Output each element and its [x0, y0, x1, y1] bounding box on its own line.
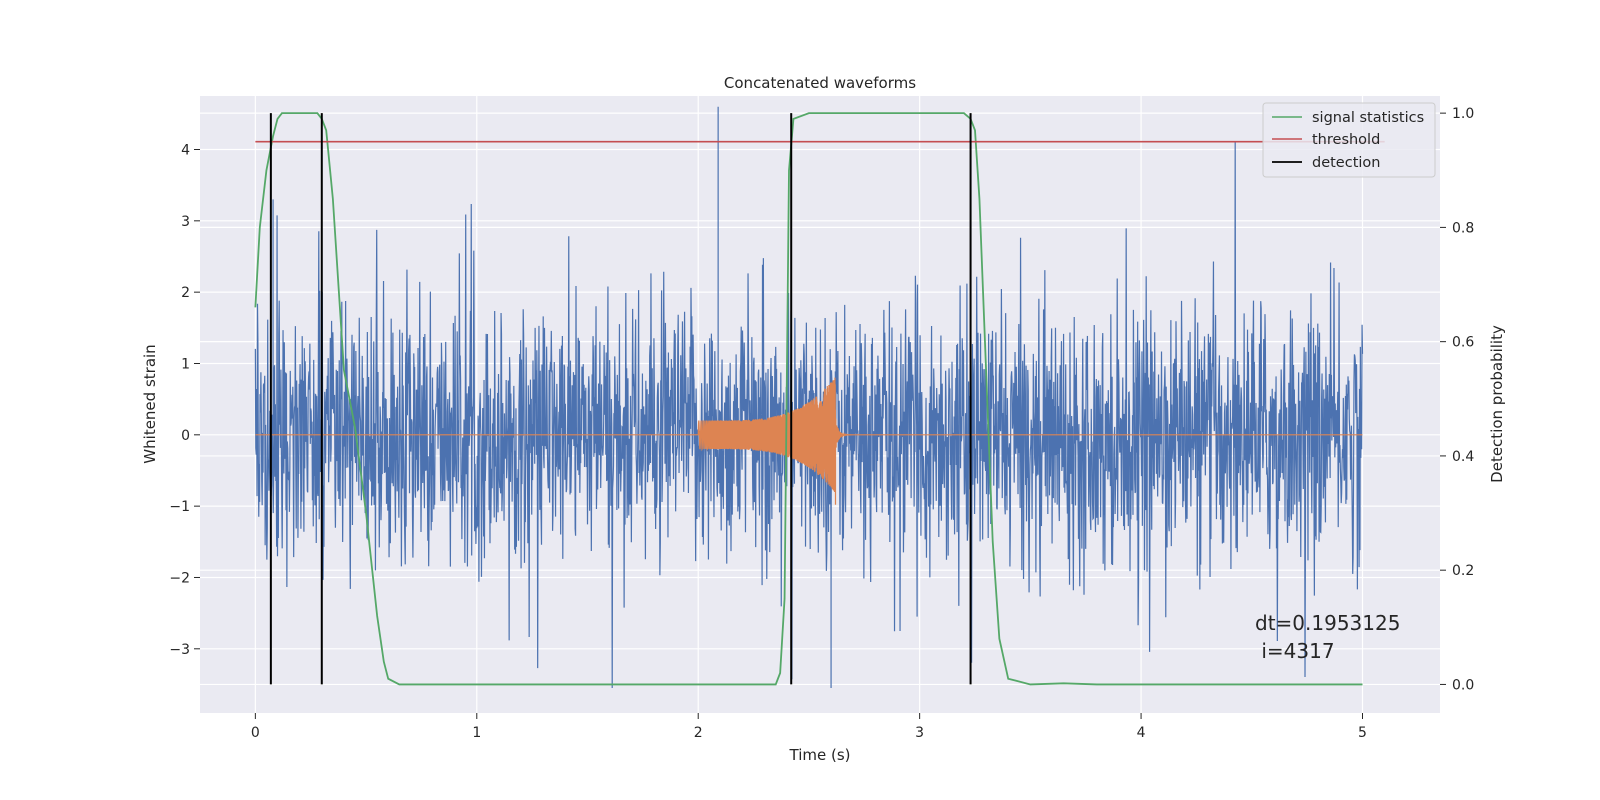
- y-right-tick-label: 0.4: [1452, 449, 1474, 465]
- y-axis-label-left: Whitened strain: [141, 344, 159, 463]
- signal-statistics-line: [254, 112, 1363, 686]
- y-left-tick-label: 4: [181, 142, 190, 158]
- annotation-i: i=4317: [1255, 639, 1335, 663]
- legend-box: [1262, 102, 1436, 178]
- y-left-tick-label: 1: [181, 356, 190, 372]
- y-right-tick-label: 0.8: [1452, 220, 1474, 236]
- y-left-tick-label: −1: [169, 499, 190, 515]
- x-tick-label: 2: [694, 725, 703, 741]
- annotation-dt: dt=0.1953125: [1255, 611, 1400, 635]
- y-axis-label-right: Detection probability: [1488, 325, 1506, 483]
- axes: 0 1 2 3 4 5 −3 −2 −1 0 1 2 3 4 0.0 0.2 0.4 0.6 0.8 1.0: [169, 106, 1474, 741]
- injected-waveform: [255, 377, 1363, 505]
- y-left-tick-label: 0: [181, 428, 190, 444]
- y-left-tick-label: 3: [181, 214, 190, 230]
- y-right-tick-label: 0.6: [1452, 335, 1474, 351]
- y-right-tick-label: 0.0: [1452, 677, 1474, 693]
- y-left-tick-label: −3: [169, 642, 190, 658]
- x-tick-label: 1: [472, 725, 481, 741]
- annotation: dt=0.1953125 i=4317: [1255, 611, 1400, 663]
- chart-title: Concatenated waveforms: [724, 74, 916, 92]
- series-layer: [254, 112, 1385, 686]
- x-tick-label: 0: [251, 725, 260, 741]
- x-tick-label: 3: [915, 725, 924, 741]
- y-right-tick-label: 1.0: [1452, 106, 1474, 122]
- y-left-tick-label: −2: [169, 570, 190, 586]
- y-left-tick-label: 2: [181, 285, 190, 301]
- legend-label-threshold: threshold: [1312, 132, 1380, 148]
- legend-label-signal-statistics: signal statistics: [1312, 110, 1424, 126]
- legend-label-detection: detection: [1312, 155, 1380, 171]
- legend: signal statistics threshold detection: [1262, 102, 1436, 178]
- x-tick-label: 5: [1358, 725, 1367, 741]
- y-right-tick-label: 0.2: [1452, 563, 1474, 579]
- x-axis-label: Time (s): [789, 746, 851, 764]
- x-tick-label: 4: [1137, 725, 1146, 741]
